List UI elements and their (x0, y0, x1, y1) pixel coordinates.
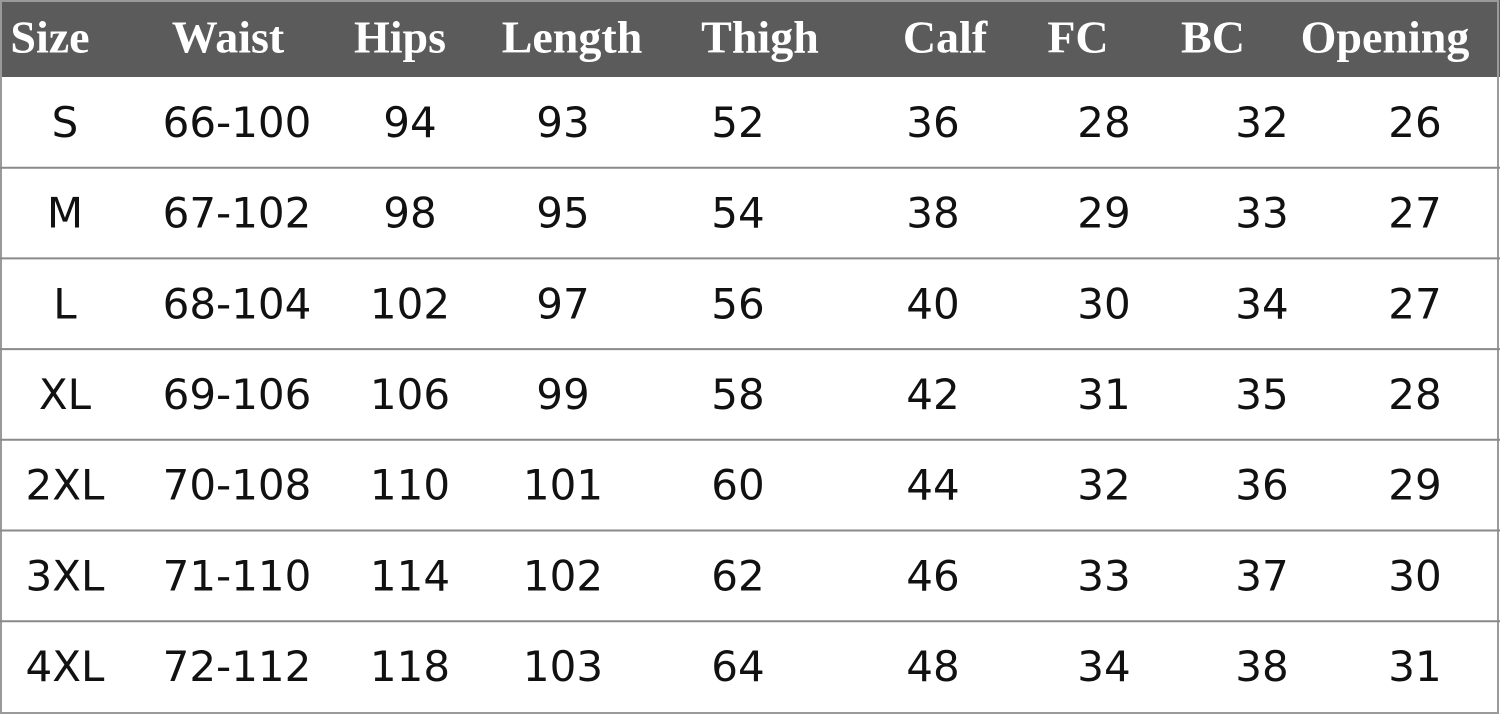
table-cell: 3XL (26, 551, 105, 600)
table-cell: M (47, 189, 83, 238)
table-cell: 33 (1235, 189, 1288, 238)
table-cell: 26 (1388, 98, 1441, 147)
table-cell: 95 (536, 189, 589, 238)
table-cell: 106 (370, 370, 450, 419)
table-cell: 102 (523, 551, 603, 600)
table-cell: 114 (370, 551, 450, 600)
table-cell: 27 (1388, 279, 1441, 328)
table-cell: 62 (711, 551, 764, 600)
table-cell: 38 (1235, 642, 1288, 691)
table-cell: 68-104 (163, 279, 312, 328)
table-cell: 118 (370, 642, 450, 691)
header-band (0, 0, 1500, 77)
header-cell: Size (10, 12, 89, 63)
table-cell: 101 (523, 461, 603, 510)
table-cell: 4XL (26, 642, 105, 691)
table-cell: 40 (906, 279, 959, 328)
table-cell: 48 (906, 642, 959, 691)
table-cell: 69-106 (163, 370, 312, 419)
header-cell: Length (502, 12, 643, 63)
header-cell: BC (1181, 12, 1245, 63)
table-cell: 29 (1077, 189, 1130, 238)
table-cell: 67-102 (163, 189, 312, 238)
table-cell: XL (39, 370, 92, 419)
table-cell: 42 (906, 370, 959, 419)
table-cell: 31 (1388, 642, 1441, 691)
table-cell: 34 (1077, 642, 1130, 691)
header-cell: Hips (354, 12, 446, 63)
table-cell: 28 (1388, 370, 1441, 419)
table-cell: 35 (1235, 370, 1288, 419)
header-cell: Waist (172, 12, 285, 63)
table-cell: 37 (1235, 551, 1288, 600)
table-cell: 30 (1388, 551, 1441, 600)
header-cell: Calf (903, 12, 988, 63)
table-cell: L (53, 279, 77, 328)
header-cell: Thigh (701, 12, 819, 63)
table-cell: 56 (711, 279, 764, 328)
table-cell: 27 (1388, 189, 1441, 238)
table-cell: 32 (1235, 98, 1288, 147)
table-cell: 44 (906, 461, 959, 510)
table-cell: 94 (383, 98, 436, 147)
header-cell: FC (1047, 12, 1108, 63)
table-cell: 28 (1077, 98, 1130, 147)
table-cell: 72-112 (163, 642, 312, 691)
table-cell: 103 (523, 642, 603, 691)
table-cell: S (52, 98, 79, 147)
table-cell: 33 (1077, 551, 1130, 600)
header-cell: Opening (1301, 12, 1470, 63)
table-cell: 36 (1235, 461, 1288, 510)
table-cell: 46 (906, 551, 959, 600)
table-cell: 102 (370, 279, 450, 328)
table-cell: 93 (536, 98, 589, 147)
table-cell: 71-110 (163, 551, 312, 600)
table-cell: 2XL (26, 461, 105, 510)
table-cell: 66-100 (163, 98, 312, 147)
table-cell: 99 (536, 370, 589, 419)
table-cell: 98 (383, 189, 436, 238)
table-cell: 54 (711, 189, 764, 238)
table-cell: 29 (1388, 461, 1441, 510)
table-cell: 36 (906, 98, 959, 147)
table-cell: 52 (711, 98, 764, 147)
table-cell: 38 (906, 189, 959, 238)
table-cell: 97 (536, 279, 589, 328)
table-cell: 110 (370, 461, 450, 510)
table-cell: 64 (711, 642, 764, 691)
table-cell: 32 (1077, 461, 1130, 510)
table-cell: 31 (1077, 370, 1130, 419)
table-cell: 30 (1077, 279, 1130, 328)
table-cell: 70-108 (163, 461, 312, 510)
table-cell: 34 (1235, 279, 1288, 328)
table-cell: 58 (711, 370, 764, 419)
table-cell: 60 (711, 461, 764, 510)
